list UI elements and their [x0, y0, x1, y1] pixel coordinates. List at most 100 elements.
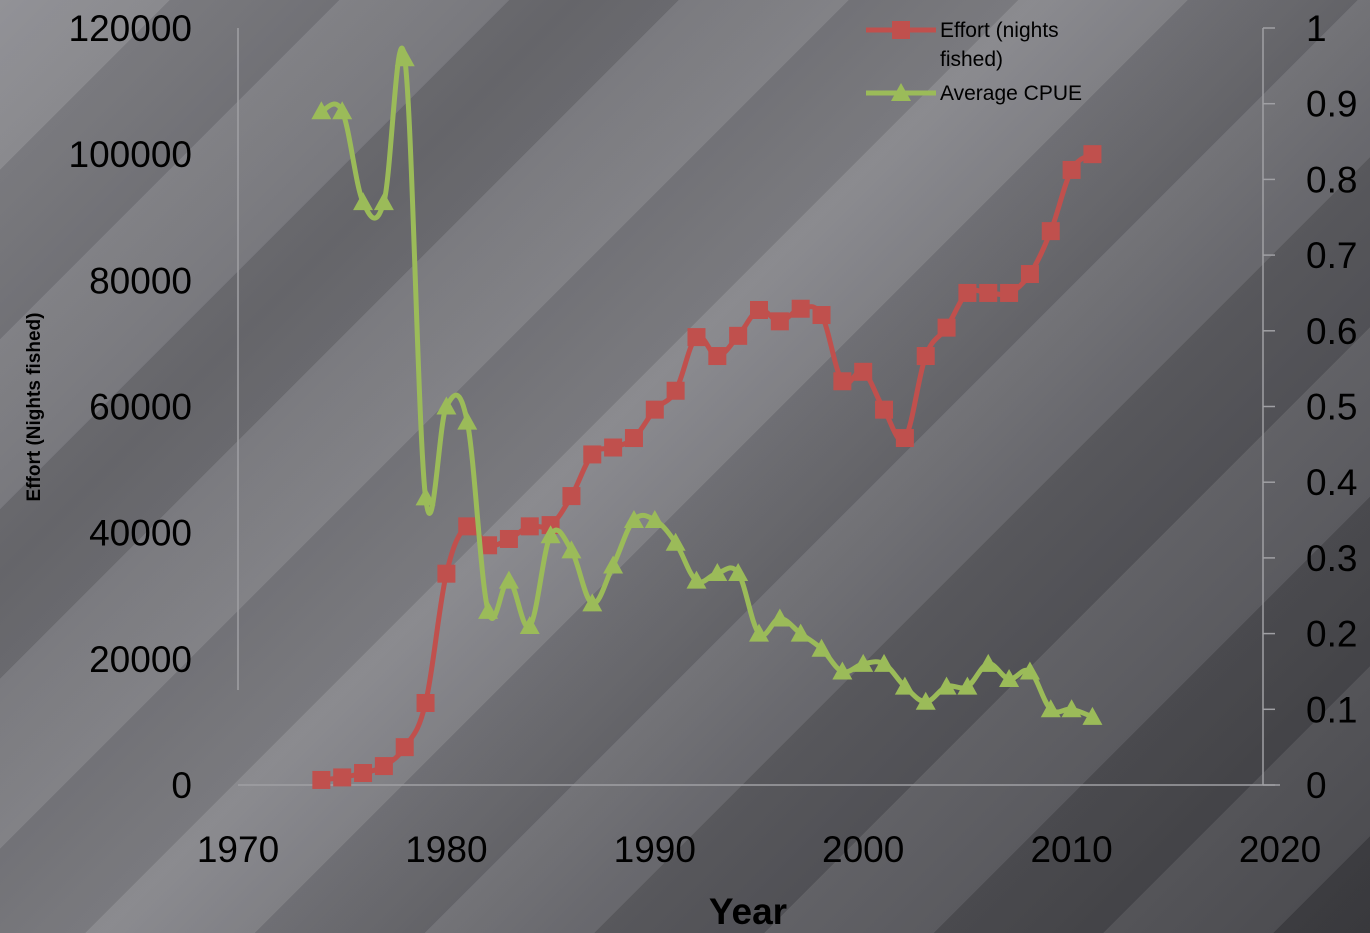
data-point — [374, 757, 393, 776]
data-point — [415, 487, 436, 506]
data-point — [875, 400, 894, 419]
x-tick-label: 1990 — [614, 829, 696, 870]
data-point — [936, 676, 957, 695]
legend-swatch-marker — [891, 83, 911, 101]
data-point — [1019, 661, 1040, 680]
data-point — [520, 517, 539, 536]
data-point — [458, 517, 477, 536]
series-layer — [311, 45, 1103, 789]
data-point — [916, 347, 935, 366]
data-point — [562, 487, 581, 506]
data-point — [812, 306, 831, 325]
data-point — [853, 653, 874, 672]
data-point — [686, 570, 707, 589]
left-y-tick-label: 40000 — [89, 513, 192, 554]
right-y-tick-label: 0.9 — [1306, 84, 1357, 125]
data-point — [1062, 160, 1081, 179]
x-axis-ticks: 1970 1980 1990 2000 2010 2020 — [197, 829, 1321, 870]
data-point — [582, 593, 603, 612]
data-point — [708, 347, 727, 366]
data-point — [665, 532, 686, 551]
series-effort — [312, 145, 1102, 789]
data-point — [645, 400, 664, 419]
data-point — [1000, 283, 1019, 302]
data-point — [437, 564, 456, 583]
y-axis-label: Effort (Nights fished) — [24, 313, 45, 502]
data-point — [457, 411, 478, 430]
data-point — [312, 770, 331, 789]
legend-label: Effort (nights — [940, 19, 1059, 42]
data-point — [749, 623, 769, 642]
data-point — [854, 362, 873, 381]
data-point — [624, 429, 643, 448]
x-tick-label: 2020 — [1239, 829, 1321, 870]
right-y-tick-label: 0.1 — [1306, 689, 1357, 730]
data-point — [479, 536, 498, 555]
data-point — [540, 525, 561, 544]
legend: Effort (nights fished) Average CPUE — [866, 19, 1082, 105]
legend-label: Average CPUE — [940, 82, 1082, 105]
x-tick-label: 1980 — [405, 829, 487, 870]
data-point — [644, 510, 665, 529]
right-y-tick-label: 0.4 — [1306, 462, 1357, 503]
right-y-axis-ticks: 0 0.1 0.2 0.3 0.4 0.5 0.6 0.7 0.8 0.9 1 — [1263, 8, 1357, 806]
left-y-tick-label: 60000 — [89, 387, 192, 428]
legend-label: fished) — [940, 48, 1003, 71]
data-point — [311, 101, 332, 120]
data-point — [499, 529, 518, 548]
left-y-tick-label: 120000 — [69, 8, 192, 49]
legend-swatch-marker — [892, 21, 910, 39]
left-y-tick-label: 80000 — [89, 260, 192, 301]
data-point — [1020, 265, 1039, 284]
data-point — [666, 381, 685, 400]
chart-axes — [237, 28, 1280, 786]
data-point — [957, 676, 978, 695]
data-point — [561, 540, 582, 559]
data-point — [750, 300, 768, 319]
data-point — [687, 328, 706, 347]
x-tick-label: 2010 — [1030, 829, 1112, 870]
data-point — [333, 768, 352, 787]
left-y-tick-label: 20000 — [89, 639, 192, 680]
data-point — [769, 608, 790, 627]
data-point — [728, 563, 749, 582]
data-point — [999, 669, 1020, 688]
data-point — [729, 326, 748, 345]
data-point — [811, 638, 832, 657]
data-point — [604, 438, 623, 457]
data-point — [894, 676, 915, 695]
legend-entry-effort: Effort (nights fished) — [866, 19, 1059, 71]
data-point — [436, 396, 457, 415]
data-point — [394, 48, 415, 67]
right-y-tick-label: 0.3 — [1306, 538, 1357, 579]
data-point — [958, 283, 977, 302]
legend-entry-cpue: Average CPUE — [866, 82, 1082, 105]
data-point — [979, 283, 998, 302]
right-y-tick-label: 0 — [1306, 765, 1327, 806]
right-y-tick-label: 0.7 — [1306, 235, 1357, 276]
right-y-tick-label: 0.2 — [1306, 614, 1357, 655]
data-point — [623, 510, 644, 529]
data-point — [1040, 699, 1061, 718]
data-point — [354, 764, 373, 783]
right-y-tick-label: 0.5 — [1306, 387, 1357, 428]
data-point — [519, 616, 540, 635]
right-y-tick-label: 0.6 — [1306, 311, 1357, 352]
data-point — [978, 653, 999, 672]
data-point — [603, 555, 624, 574]
series-average-cpue — [311, 45, 1103, 725]
data-point — [373, 192, 394, 211]
data-point — [395, 738, 414, 757]
data-point — [937, 318, 956, 337]
data-point — [791, 299, 810, 318]
data-point — [353, 192, 374, 211]
left-y-tick-label: 0 — [171, 765, 192, 806]
data-point — [832, 661, 853, 680]
data-point — [874, 653, 895, 672]
data-point — [583, 445, 602, 464]
data-point — [1082, 706, 1103, 725]
data-point — [1061, 699, 1082, 718]
data-point — [478, 600, 499, 619]
data-point — [915, 691, 936, 710]
